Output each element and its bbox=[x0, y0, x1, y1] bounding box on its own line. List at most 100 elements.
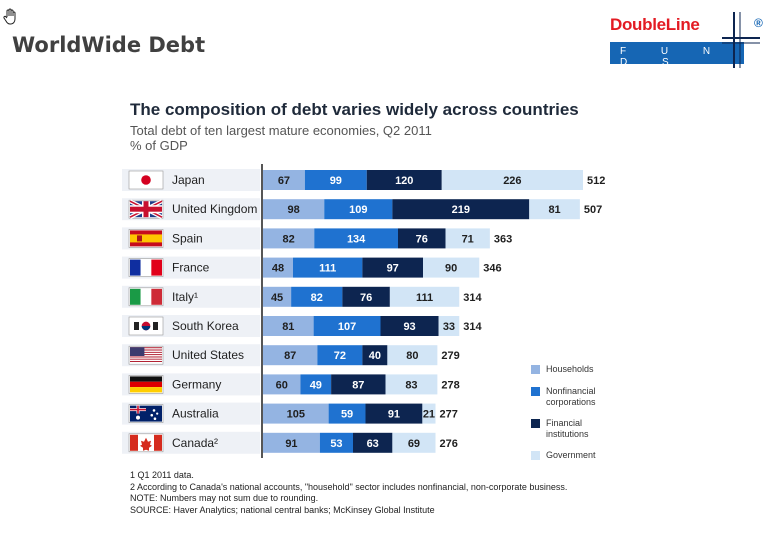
bar-segment bbox=[392, 432, 436, 453]
row-total-label: 278 bbox=[441, 379, 459, 391]
country-label: Germany bbox=[172, 377, 221, 391]
legend-nonfinancial: Nonfinancial corporations bbox=[531, 386, 596, 408]
bar-segment bbox=[398, 228, 446, 249]
row-total-label: 279 bbox=[441, 350, 459, 362]
logo-bar bbox=[610, 42, 744, 64]
country-label: Canada² bbox=[172, 436, 218, 450]
bar-value-label: 67 bbox=[278, 175, 290, 187]
bar-value-label: 111 bbox=[319, 263, 336, 275]
legend-swatch-government bbox=[531, 451, 540, 460]
legend-label-financial-1: Financial bbox=[546, 418, 583, 428]
doubleline-logo: DoubleLine F U N D S ® bbox=[610, 12, 768, 68]
country-label: Italy¹ bbox=[172, 290, 198, 304]
bar-segment bbox=[422, 403, 436, 424]
bar-value-label: 69 bbox=[408, 438, 420, 450]
bar-segment bbox=[291, 286, 343, 307]
country-flag-icon bbox=[128, 404, 164, 423]
bar-value-label: 87 bbox=[284, 350, 296, 362]
bar-value-label: 48 bbox=[272, 263, 284, 275]
bar-value-label: 120 bbox=[395, 175, 413, 187]
country-label: France bbox=[172, 261, 210, 275]
bar-segment bbox=[313, 316, 381, 336]
bar-value-label: 49 bbox=[310, 379, 322, 391]
bar-segment bbox=[438, 316, 460, 336]
row-total-label: 346 bbox=[483, 263, 501, 275]
bar-value-label: 45 bbox=[271, 292, 283, 304]
footnote-note: NOTE: Numbers may not sum due to roundin… bbox=[130, 493, 319, 503]
bar-segment bbox=[263, 199, 325, 220]
legend-label-nonfinancial-2: corporations bbox=[546, 397, 596, 407]
chart-row: United Kingdom 98 109 219 81 507 bbox=[122, 198, 602, 221]
legend-label-households: Households bbox=[546, 364, 594, 374]
bar-segment bbox=[263, 257, 293, 278]
bar-value-label: 99 bbox=[330, 175, 342, 187]
bar-segment bbox=[385, 374, 438, 395]
bar-segment bbox=[300, 374, 332, 395]
country-flag-icon bbox=[128, 433, 164, 453]
bar-segment bbox=[263, 170, 305, 190]
bar-value-label: 40 bbox=[369, 350, 381, 362]
bar-segment bbox=[314, 228, 398, 249]
bar-value-label: 53 bbox=[330, 438, 342, 450]
country-label: South Korea bbox=[172, 319, 239, 333]
bar-segment bbox=[331, 374, 386, 395]
bar-value-label: 63 bbox=[367, 438, 379, 450]
bar-value-label: 59 bbox=[341, 409, 353, 421]
country-label: Japan bbox=[172, 173, 205, 187]
country-flag-icon bbox=[128, 375, 164, 394]
bar-segment bbox=[362, 257, 423, 278]
bar-segment bbox=[293, 257, 363, 278]
bar-value-label: 71 bbox=[462, 233, 474, 245]
row-total-label: 507 bbox=[584, 204, 602, 216]
chart-row: Spain 82 134 76 71 363 bbox=[122, 227, 512, 250]
logo-crosshair bbox=[722, 12, 760, 68]
chart-row: Italy¹ 45 82 76 111 314 bbox=[122, 285, 482, 308]
bar-segment bbox=[529, 199, 580, 220]
bar-value-label: 60 bbox=[276, 379, 288, 391]
row-total-label: 314 bbox=[463, 321, 482, 333]
country-flag-icon bbox=[128, 287, 164, 307]
chart-unit: % of GDP bbox=[130, 138, 188, 153]
bar-value-label: 219 bbox=[452, 204, 470, 216]
bar-segment bbox=[317, 345, 363, 366]
registered-mark: ® bbox=[754, 16, 763, 30]
legend-households: Households bbox=[531, 364, 596, 375]
bar-segment bbox=[263, 228, 315, 249]
chart-row: South Korea 81 107 93 33 314 bbox=[122, 315, 482, 337]
chart-row: Japan 67 99 120 226 512 bbox=[122, 169, 605, 191]
chart-legend: Households Nonfinancial corporations Fin… bbox=[531, 364, 596, 461]
chart-row: France 48 111 97 90 346 bbox=[122, 256, 502, 279]
bar-segment bbox=[362, 345, 388, 366]
bar-segment bbox=[263, 432, 320, 453]
bar-value-label: 107 bbox=[338, 321, 356, 333]
country-flag-icon bbox=[128, 316, 164, 336]
country-flag-icon bbox=[128, 258, 164, 277]
footnote-2: 2 According to Canada's national account… bbox=[130, 481, 568, 492]
legend-swatch-financial bbox=[531, 419, 540, 428]
bar-value-label: 76 bbox=[360, 292, 372, 304]
country-flag-icon bbox=[128, 199, 164, 219]
bar-value-label: 82 bbox=[311, 292, 323, 304]
bar-segment bbox=[389, 286, 460, 307]
bar-value-label: 105 bbox=[287, 409, 305, 421]
row-total-label: 314 bbox=[463, 292, 482, 304]
bar-value-label: 90 bbox=[445, 263, 457, 275]
country-label: Spain bbox=[172, 231, 203, 245]
logo-funds: F U N D S bbox=[620, 46, 727, 68]
bar-segment bbox=[423, 257, 480, 278]
bar-value-label: 226 bbox=[503, 175, 521, 187]
bar-value-label: 109 bbox=[349, 204, 367, 216]
bar-segment bbox=[353, 432, 393, 453]
legend-label-nonfinancial-1: Nonfinancial bbox=[546, 386, 596, 396]
bar-value-label: 97 bbox=[387, 263, 399, 275]
row-total-label: 363 bbox=[494, 233, 512, 245]
chart-row: Germany 60 49 87 83 278 bbox=[122, 373, 460, 396]
chart-title: The composition of debt varies widely ac… bbox=[130, 100, 579, 119]
country-flag-icon bbox=[128, 229, 164, 248]
country-label: United Kingdom bbox=[172, 202, 257, 216]
bar-value-label: 82 bbox=[283, 233, 295, 245]
row-total-label: 512 bbox=[587, 175, 605, 187]
chart-row: Australia 105 59 91 21 277 bbox=[122, 402, 458, 425]
chart-row: United States 87 72 40 80 279 bbox=[122, 344, 460, 367]
legend-swatch-nonfinancial bbox=[531, 387, 540, 396]
